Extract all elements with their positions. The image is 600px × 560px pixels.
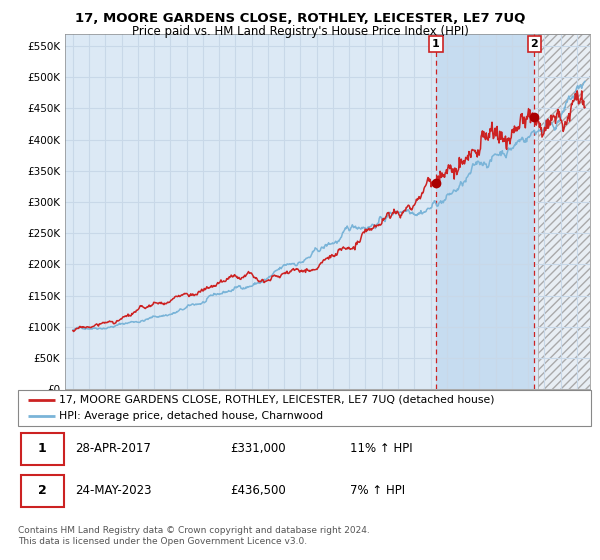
Bar: [436, 34, 535, 389]
Text: 17, MOORE GARDENS CLOSE, ROTHLEY, LEICESTER, LE7 7UQ: 17, MOORE GARDENS CLOSE, ROTHLEY, LEICES…: [75, 12, 525, 25]
FancyBboxPatch shape: [21, 474, 64, 507]
Text: HPI: Average price, detached house, Charnwood: HPI: Average price, detached house, Char…: [59, 411, 323, 421]
FancyBboxPatch shape: [18, 390, 591, 426]
Text: 2: 2: [38, 484, 46, 497]
Text: 1: 1: [38, 442, 46, 455]
Text: 2: 2: [530, 39, 538, 49]
FancyBboxPatch shape: [21, 432, 64, 465]
Text: Price paid vs. HM Land Registry's House Price Index (HPI): Price paid vs. HM Land Registry's House …: [131, 25, 469, 38]
Text: 11% ↑ HPI: 11% ↑ HPI: [350, 442, 413, 455]
Text: 24-MAY-2023: 24-MAY-2023: [76, 484, 152, 497]
Text: £436,500: £436,500: [230, 484, 286, 497]
Text: 1: 1: [432, 39, 440, 49]
Text: Contains HM Land Registry data © Crown copyright and database right 2024.
This d: Contains HM Land Registry data © Crown c…: [18, 526, 370, 546]
Text: £331,000: £331,000: [230, 442, 286, 455]
Text: 17, MOORE GARDENS CLOSE, ROTHLEY, LEICESTER, LE7 7UQ (detached house): 17, MOORE GARDENS CLOSE, ROTHLEY, LEICES…: [59, 395, 495, 405]
Text: 28-APR-2017: 28-APR-2017: [76, 442, 151, 455]
Bar: [538, 34, 590, 389]
Text: 7% ↑ HPI: 7% ↑ HPI: [350, 484, 406, 497]
